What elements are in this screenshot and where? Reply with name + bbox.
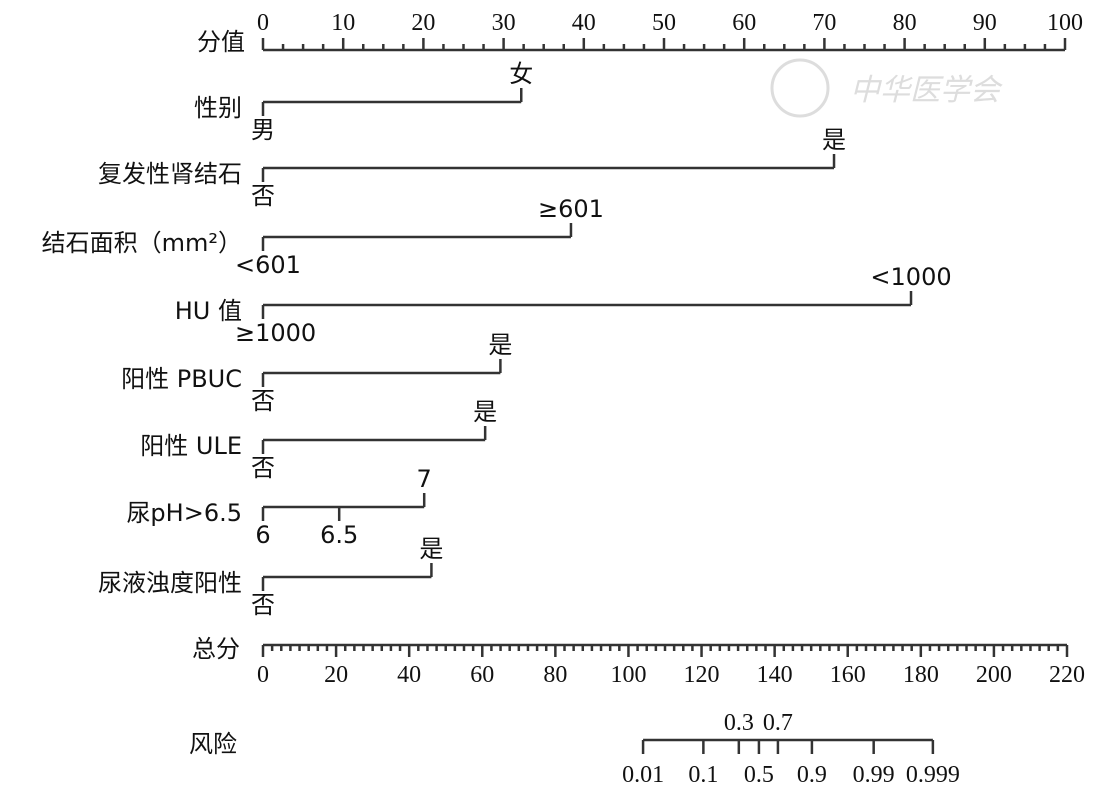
level-label: <1000 (870, 263, 951, 291)
variable-label: 阳性 PBUC (121, 365, 242, 393)
risk-tick-label: 0.99 (853, 762, 895, 788)
variable-label: HU 值 (175, 297, 242, 325)
risk-tick-label: 0.3 (724, 710, 754, 736)
level-label: 是 (473, 398, 497, 426)
level-label: 6 (255, 521, 270, 549)
points-tick-label: 80 (893, 10, 917, 36)
level-label: 6.5 (320, 521, 358, 549)
points-tick-label: 70 (812, 10, 836, 36)
risk-tick-label: 0.01 (622, 762, 664, 788)
level-label: 男 (251, 116, 275, 144)
level-label: 否 (251, 182, 275, 210)
watermark-text: 中华医学会 (850, 73, 1003, 108)
variable-label: 结石面积（mm²） (42, 229, 242, 257)
watermark-seal (770, 58, 830, 118)
points-tick-label: 100 (1047, 10, 1083, 36)
total-tick-label: 140 (757, 662, 793, 688)
total-tick-label: 100 (610, 662, 646, 688)
points-tick-label: 30 (492, 10, 516, 36)
level-label: 是 (419, 535, 443, 563)
variable-label: 性别 (194, 94, 242, 122)
total-tick-label: 80 (543, 662, 567, 688)
total-tick-label: 60 (470, 662, 494, 688)
points-tick-label: 40 (572, 10, 596, 36)
total-tick-label: 20 (324, 662, 348, 688)
points-tick-label: 90 (973, 10, 997, 36)
risk-tick-label: 0.9 (797, 762, 827, 788)
level-label: 是 (488, 331, 512, 359)
level-label: ≥1000 (235, 319, 316, 347)
risk-tick-label: 0.999 (906, 762, 960, 788)
total-tick-label: 40 (397, 662, 421, 688)
points-tick-label: 20 (411, 10, 435, 36)
points-tick-label: 0 (257, 10, 269, 36)
level-label: 是 (822, 126, 846, 154)
points-tick-label: 10 (331, 10, 355, 36)
total-tick-label: 0 (257, 662, 269, 688)
total-tick-label: 160 (830, 662, 866, 688)
variable-label: 阳性 ULE (140, 432, 242, 460)
total-tick-label: 200 (976, 662, 1012, 688)
level-label: 女 (509, 60, 533, 88)
variable-label: 复发性肾结石 (98, 160, 242, 188)
risk-tick-label: 0.1 (688, 762, 718, 788)
points-tick-label: 50 (652, 10, 676, 36)
risk-tick-label: 0.5 (744, 762, 774, 788)
points-tick-label: 60 (732, 10, 756, 36)
level-label: <601 (235, 251, 301, 279)
total-axis-label: 总分 (192, 635, 240, 663)
risk-axis-label: 风险 (189, 730, 237, 758)
level-label: ≥601 (538, 195, 604, 223)
risk-tick-label: 0.7 (763, 710, 793, 736)
variable-label: 尿pH>6.5 (126, 499, 242, 527)
level-label: 否 (251, 454, 275, 482)
level-label: 否 (251, 387, 275, 415)
points-axis-label: 分值 (197, 28, 245, 56)
variable-label: 尿液浊度阳性 (98, 569, 242, 597)
level-label: 7 (417, 465, 432, 493)
total-tick-label: 220 (1049, 662, 1085, 688)
total-tick-label: 180 (903, 662, 939, 688)
total-tick-label: 120 (684, 662, 720, 688)
level-label: 否 (251, 591, 275, 619)
